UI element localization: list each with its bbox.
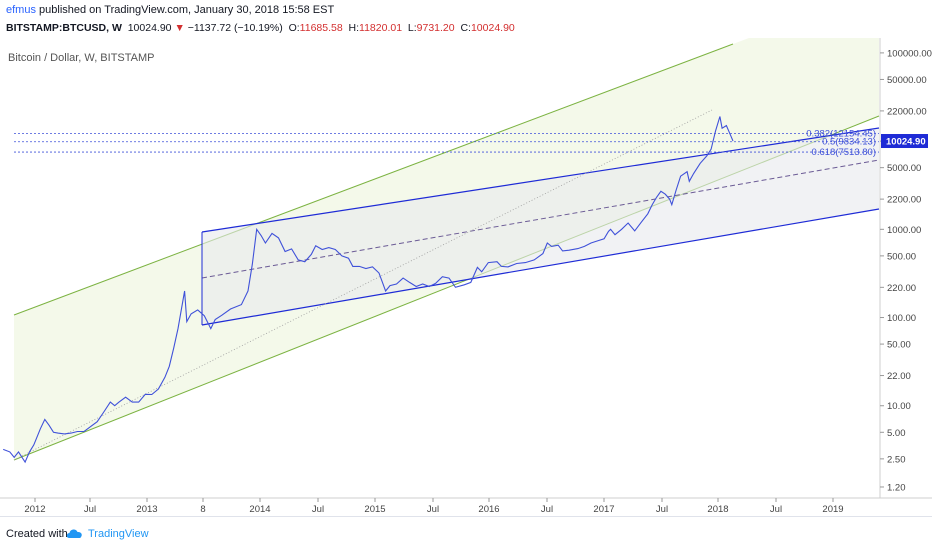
y-axis-tick-label: 2200.00 — [887, 195, 921, 206]
x-axis-tick-label: 2013 — [136, 504, 157, 515]
author-link[interactable]: efmus — [6, 4, 36, 16]
last-price-tag — [881, 134, 928, 149]
btc-price-line — [3, 116, 734, 464]
open-value: 11685.58 — [299, 22, 343, 34]
btc-weekly-log-chart[interactable]: 0.382(12154.45)0.5(9834.13)0.618(7513.80… — [0, 0, 932, 516]
footer: Created with TradingView — [0, 516, 932, 551]
x-axis-tick-label: 2018 — [707, 504, 728, 515]
fib-level-label: 0.5(9834.13) — [822, 137, 876, 148]
y-axis-tick-label: 1.20 — [887, 482, 906, 493]
y-axis-tick-label: 500.00 — [887, 251, 916, 262]
close-value: 10024.90 — [470, 22, 515, 34]
x-axis-tick-label: Jul — [84, 504, 96, 515]
fib-level-label: 0.618(7513.80) — [812, 147, 876, 158]
blue-channel-upper-line — [201, 127, 880, 233]
x-axis-tick-label: 2017 — [593, 504, 614, 515]
high-label: H: — [348, 22, 360, 34]
open-label: O: — [288, 22, 300, 34]
y-axis-tick-label: 5.00 — [887, 428, 906, 439]
symbol-label: BITSTAMP:BTCUSD, W — [6, 22, 122, 34]
x-axis-tick-label: Jul — [541, 504, 553, 515]
high-value: 11820.01 — [359, 22, 403, 34]
y-axis-tick-label: 50.00 — [887, 340, 911, 351]
x-axis-tick-label: Jul — [427, 504, 439, 515]
y-axis-tick-label: 100000.00 — [887, 48, 932, 59]
tradingview-brand-link[interactable]: TradingView — [88, 528, 149, 540]
chart-area[interactable]: 0.382(12154.45) 0.5(9834.13) 0.618(7513.80… — [0, 0, 932, 516]
publication-header: efmus published on TradingView.com, Janu… — [0, 0, 932, 38]
close-label: C: — [460, 22, 471, 34]
published-text: published on TradingView.com, January 30… — [35, 4, 335, 16]
last-price-tag-label: 10024.90 — [886, 137, 926, 148]
low-label: L: — [407, 22, 417, 34]
tradingview-cloud-icon — [66, 529, 82, 538]
green-channel-upper-line — [13, 43, 734, 316]
blue-channel-fill — [202, 128, 879, 325]
fib-level-label: 0.382(12154.45) — [806, 129, 876, 140]
y-axis-tick-label: 1000.00 — [887, 225, 921, 236]
x-axis-tick-label: 2012 — [24, 504, 45, 515]
x-axis-tick-label: Jul — [770, 504, 782, 515]
y-axis-tick-label: 220.00 — [887, 283, 916, 294]
blue-channel-lower-line — [201, 208, 880, 326]
x-axis-tick-label: 2015 — [364, 504, 385, 515]
last-price: 10024.90 — [127, 22, 172, 34]
blue-channel-median-line — [201, 159, 880, 279]
x-axis-tick-label: 2014 — [249, 504, 270, 515]
dotted-trendline — [13, 109, 713, 461]
price-change: −1137.72 (−10.19%) — [187, 22, 283, 34]
y-axis-tick-label: 5000.00 — [887, 163, 921, 174]
publication-info: efmus published on TradingView.com, Janu… — [6, 4, 334, 16]
symbol-quote: BITSTAMP:BTCUSD, W 10024.90 ▼ −1137.72 (… — [6, 22, 515, 34]
x-axis-tick-label: 2019 — [822, 504, 843, 515]
x-axis-tick-label: 2016 — [478, 504, 499, 515]
y-axis-tick-label: 22.00 — [887, 371, 911, 382]
x-axis-tick-label: Jul — [312, 504, 324, 515]
x-axis-tick-label: 8 — [200, 504, 205, 515]
y-axis-tick-label: 50000.00 — [887, 75, 927, 86]
low-value: 9731.20 — [416, 22, 455, 34]
down-arrow-icon: ▼ — [174, 22, 185, 34]
x-axis-tick-label: Jul — [656, 504, 668, 515]
y-axis-tick-label: 10.00 — [887, 401, 911, 412]
created-with-label: Created with — [6, 528, 68, 540]
y-axis-tick-label: 22000.00 — [887, 106, 927, 117]
chart-title: Bitcoin / Dollar, W, BITSTAMP — [8, 52, 155, 64]
y-axis-tick-label: 100.00 — [887, 313, 916, 324]
y-axis-tick-label: 2.50 — [887, 454, 906, 465]
